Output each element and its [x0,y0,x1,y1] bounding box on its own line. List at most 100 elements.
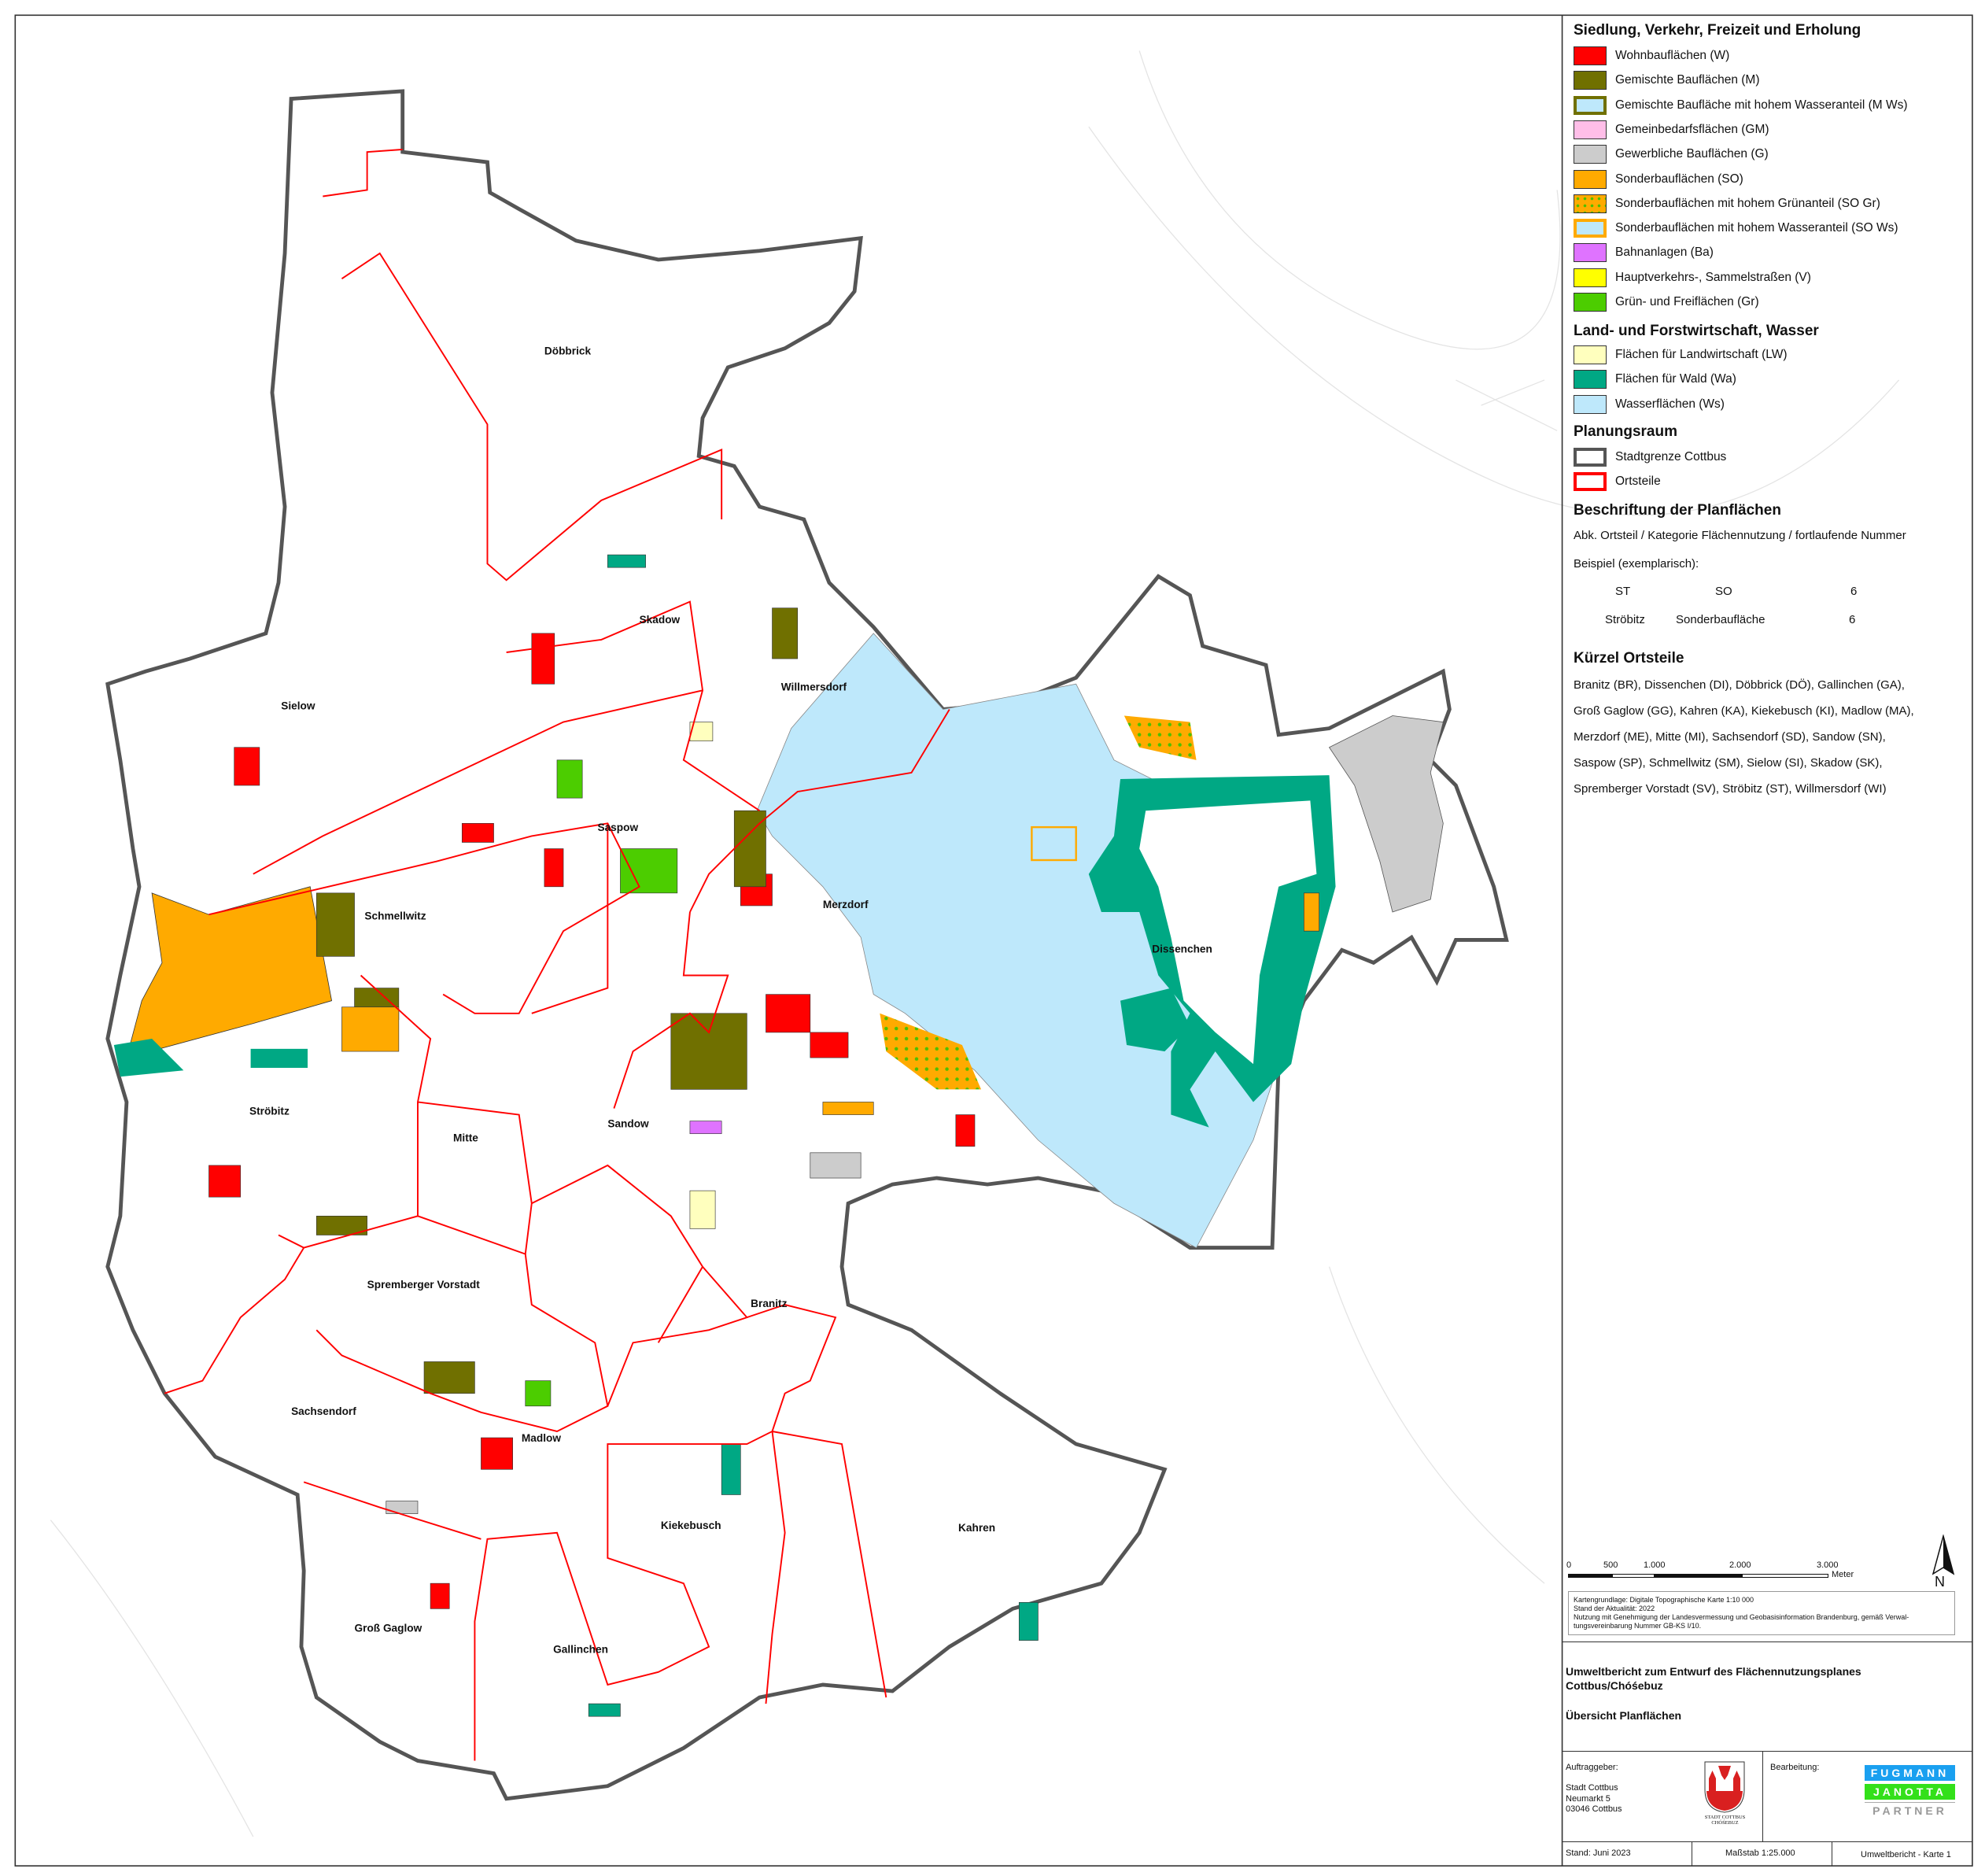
legend-label: Flächen für Landwirtschaft (LW) [1615,348,1788,361]
plan-area [1018,1601,1039,1641]
legend-label: Sonderbauflächen mit hohem Wasseranteil … [1615,221,1898,235]
place-label: Kiekebusch [661,1520,721,1531]
example-number: 6 [1849,613,1856,626]
map-title: Umweltbericht zum Entwurf des Flächennut… [1566,1664,1861,1693]
north-label: N [1935,1574,1945,1590]
legend-item: Wohnbauflächen (W) [1574,46,1729,66]
place-label: Gallinchen [553,1644,608,1656]
example-category: Sonderbaufläche [1676,613,1765,626]
kuerzel-line: Branitz (BR), Dissenchen (DI), Döbbrick … [1574,678,1905,692]
so-area-stroebitz [126,886,333,1058]
place-label: Willmersdorf [781,681,847,692]
legend-swatch [1574,46,1607,65]
plan-area [208,1165,242,1198]
client-line: 03046 Cottbus [1566,1804,1622,1814]
legend-item: Hauptverkehrs-, Sammelstraßen (V) [1574,268,1811,288]
place-label: Sandow [607,1118,649,1130]
source-note-line: Stand der Aktualität: 2022 [1574,1605,1655,1612]
plan-area [544,848,564,888]
north-arrow-icon [1932,1534,1955,1575]
plan-area [531,633,555,685]
legend-label: Sonderbauflächen mit hohem Grünanteil (S… [1615,196,1880,210]
beschriftung-example-label: Beispiel (exemplarisch): [1574,557,1699,571]
legend-swatch [1574,394,1607,414]
kuerzel-line: Saspow (SP), Schmellwitz (SM), Sielow (S… [1574,756,1883,770]
legend-label: Wasserflächen (Ws) [1615,397,1725,411]
example-ortsteil: Ströbitz [1605,613,1645,626]
place-label: Spremberger Vorstadt [367,1279,481,1291]
map-title-line: Umweltbericht zum Entwurf des Flächennut… [1566,1665,1861,1678]
place-labels: Döbbrick Skadow Sielow Willmersdorf Sasp… [249,345,1212,1656]
place-label: Schmellwitz [364,910,426,922]
legend-item: Gewerbliche Bauflächen (G) [1574,144,1769,164]
cottbus-crest-logo [1704,1761,1745,1813]
scale-segment [1612,1574,1655,1578]
legend-item: Wasserflächen (Ws) [1574,394,1725,415]
legend-swatch [1574,169,1607,189]
so-gr-area [880,1013,982,1090]
scale-unit: Meter [1832,1570,1854,1579]
legend-heading-planungsraum: Planungsraum [1574,423,1677,440]
plan-area [822,1102,874,1115]
place-label: Döbbrick [544,345,592,357]
legend-swatch [1574,71,1607,90]
legend-item: Sonderbauflächen mit hohem Grünanteil (S… [1574,194,1880,214]
legend-label: Ortsteile [1615,475,1661,489]
plan-area [525,1380,552,1407]
plan-area [234,747,260,786]
plan-area [955,1114,976,1147]
plan-area [607,554,646,568]
legend-item: Gemischte Bauflächen (M) [1574,70,1760,90]
plan-area [588,1703,621,1717]
forest-stroebitz [113,1038,184,1077]
plan-area [341,1006,400,1052]
legend-swatch [1574,243,1607,263]
plan-area [620,848,678,894]
so-gr-area [1123,715,1197,760]
legend-swatch [1574,95,1607,115]
plan-area [810,1152,862,1179]
place-label: Branitz [751,1298,787,1309]
legend-heading-kuerzel: Kürzel Ortsteile [1574,650,1684,667]
plan-area [1304,892,1319,932]
scale-tick-label: 3.000 [1817,1560,1839,1570]
place-label: Ströbitz [249,1106,290,1117]
plan-area [556,759,583,799]
legend-item: Flächen für Landwirtschaft (LW) [1574,345,1788,365]
legend-swatch [1574,120,1607,139]
legend-label: Stadtgrenze Cottbus [1615,450,1727,463]
logo-line: FUGMANN [1865,1765,1955,1781]
topographic-background [50,50,1900,1837]
legend-item: Flächen für Wald (Wa) [1574,369,1736,390]
kuerzel-line: Spremberger Vorstadt (SV), Ströbitz (ST)… [1574,782,1887,796]
plan-area [772,607,799,659]
legend-item: Gemischte Baufläche mit hohem Wasserante… [1574,95,1908,116]
client-label: Auftraggeber: [1566,1763,1618,1772]
legend-swatch [1574,194,1607,213]
scale-tick-label: 2.000 [1729,1560,1751,1570]
stand-date: Stand: Juni 2023 [1566,1848,1631,1858]
legend-swatch [1574,345,1607,364]
scale-tick-label: 0 [1566,1560,1572,1570]
legend-item: Sonderbauflächen (SO) [1574,169,1743,190]
place-label: Skadow [640,614,681,626]
example-category-abbr: SO [1715,585,1732,598]
client-line: Neumarkt 5 [1566,1793,1611,1804]
place-label: Dissenchen [1152,944,1212,955]
logo-line: JANOTTA [1865,1784,1955,1800]
legend-label: Gemeinbedarfsflächen (GM) [1615,122,1769,136]
legend-swatch [1574,145,1607,164]
so-ws-area [1031,825,1077,862]
crest-caption: STADT COTTBUS CHÓŚEBUZ [1704,1815,1746,1826]
legend-swatch [1574,472,1607,492]
legend-label: Gewerbliche Bauflächen (G) [1615,147,1769,161]
plan-area [423,1361,475,1394]
plan-area-patches [208,554,1319,1717]
beschriftung-description: Abk. Ortsteil / Kategorie Flächennutzung… [1574,529,1906,542]
plan-area [315,1216,367,1235]
source-note-box: Kartengrundlage: Digitale Topographische… [1568,1591,1955,1635]
source-note-line: tungsvereinbarung Nummer GB-KS I/10. [1574,1622,1702,1630]
map-subtitle: Übersicht Planflächen [1566,1709,1682,1722]
legend-item: Gemeinbedarfsflächen (GM) [1574,120,1769,140]
